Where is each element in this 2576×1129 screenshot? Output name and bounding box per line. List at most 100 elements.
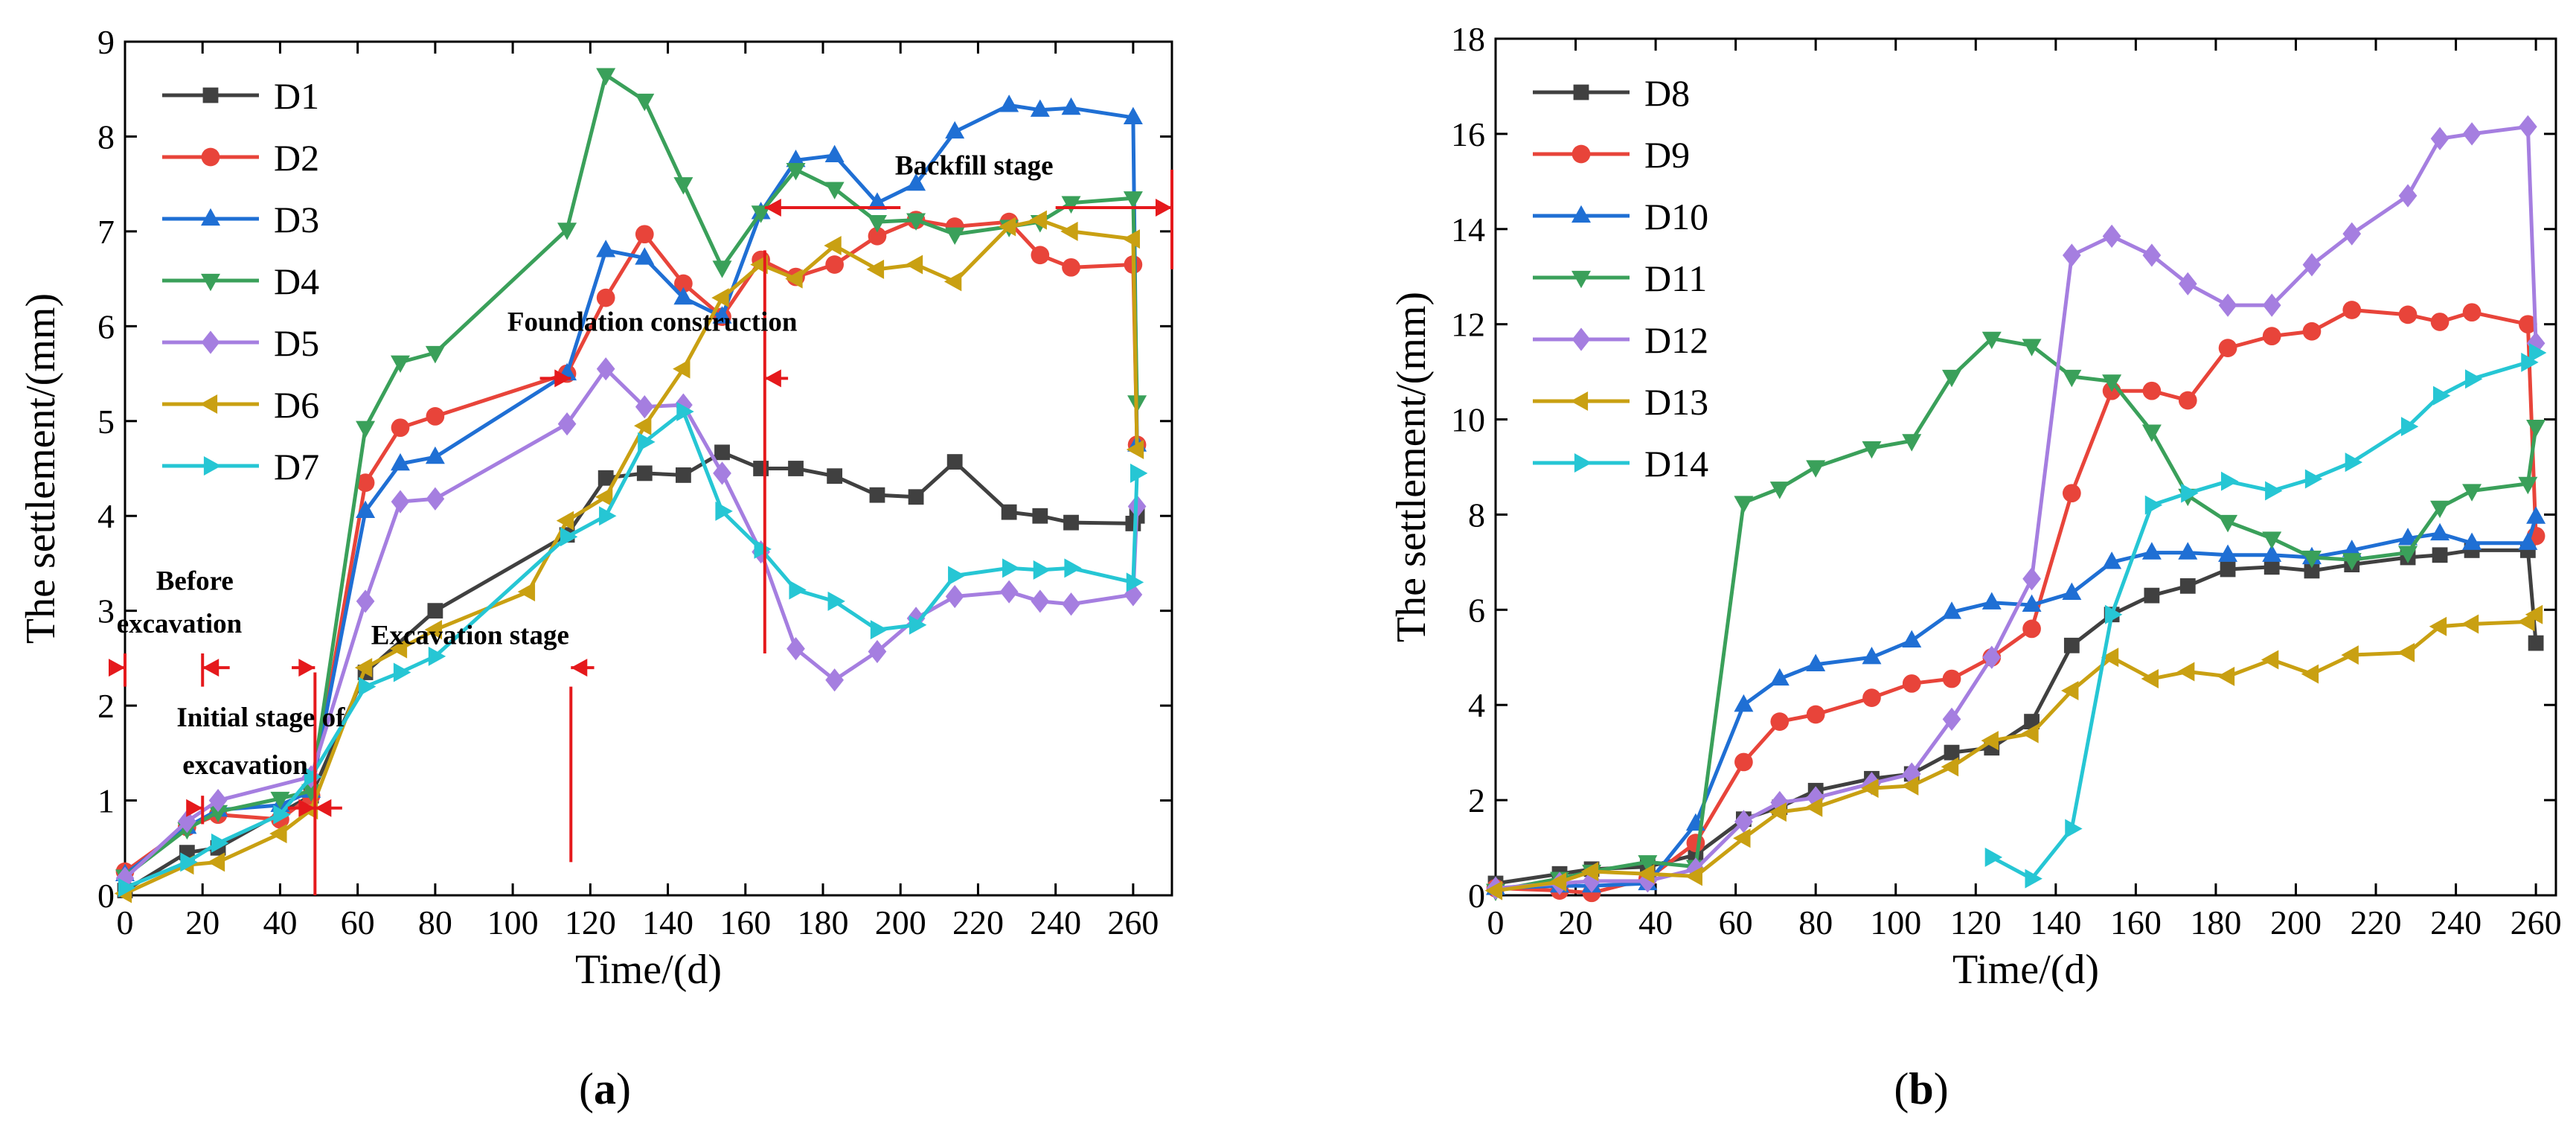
data-point-D2 [356, 473, 375, 492]
data-point-D5 [906, 607, 926, 630]
y-tick-label: 7 [97, 213, 115, 251]
legend: D1 D2 D3 D4 D5 D6 D7 [162, 75, 319, 487]
data-point-D3 [867, 192, 887, 210]
data-point-D11 [2342, 553, 2362, 571]
data-point-D1 [1032, 508, 1048, 524]
stage-annotations: Before excavation Initial stage of excavati… [109, 150, 1173, 895]
data-point-D13 [2261, 650, 2279, 670]
data-point-D14 [2105, 604, 2123, 624]
data-point-D3 [635, 247, 655, 265]
data-point-D7 [715, 501, 733, 521]
stage-arrow-head [764, 369, 781, 388]
legend-marker-D9 [1571, 144, 1591, 164]
data-point-D10 [2342, 540, 2362, 557]
data-point-D8 [2144, 587, 2160, 604]
data-point-D12 [2262, 293, 2281, 317]
data-point-D9 [2342, 301, 2362, 319]
data-point-D13 [2176, 662, 2195, 682]
data-point-D3 [390, 452, 410, 471]
series-D13 [1484, 604, 2543, 901]
legend-marker-D2 [201, 147, 220, 167]
data-point-D7 [909, 615, 927, 635]
data-point-D9 [2519, 315, 2537, 334]
data-point-D4 [824, 182, 845, 199]
data-point-D7 [754, 539, 772, 559]
stage-annotation-text: Before [156, 566, 234, 597]
data-point-D1 [676, 467, 691, 483]
data-point-D5 [1124, 583, 1143, 607]
data-point-D10 [2102, 551, 2122, 569]
y-tick-label: 8 [1468, 496, 1485, 534]
data-point-D5 [825, 668, 844, 692]
stage-arrow-head [554, 369, 571, 388]
panel-label-b: (b) [1894, 1064, 1948, 1113]
data-point-D1 [597, 470, 614, 486]
x-tick-label: 160 [2110, 903, 2162, 941]
legend-marker-D10 [1571, 205, 1591, 223]
data-point-D1 [827, 468, 843, 484]
series-D1 [117, 444, 1145, 899]
legend-label-D7: D7 [274, 446, 319, 487]
data-point-D5 [356, 589, 375, 613]
stage-arrow-head [1156, 199, 1172, 217]
data-point-D13 [2061, 681, 2079, 701]
series-D5 [115, 357, 1147, 890]
data-point-D5 [596, 357, 615, 381]
data-point-D4 [1061, 196, 1081, 214]
data-point-D13 [1548, 872, 1567, 892]
data-point-D14 [2025, 869, 2042, 889]
y-tick-label: 3 [97, 592, 115, 630]
data-point-D1 [427, 603, 443, 619]
data-point-D7 [304, 767, 322, 787]
data-point-D4 [906, 213, 926, 231]
data-point-D8 [1944, 744, 1960, 761]
plot-frame [1494, 37, 2557, 897]
data-point-D9 [1942, 669, 1961, 688]
x-tick-label: 20 [1559, 903, 1593, 941]
data-point-D7 [1064, 558, 1082, 578]
data-point-D4 [786, 162, 806, 181]
data-point-D9 [1862, 688, 1881, 707]
data-point-D3 [596, 240, 616, 258]
data-point-D4 [1123, 191, 1143, 209]
legend-label-D14: D14 [1644, 443, 1708, 484]
x-tick-label: 140 [2030, 903, 2081, 941]
data-point-D4 [867, 215, 887, 233]
y-tick-label: 14 [1451, 211, 1485, 249]
stage-arrow-head [202, 659, 220, 677]
data-point-D11 [2301, 550, 2322, 569]
data-point-D5 [635, 395, 654, 419]
plot-frame [124, 40, 1173, 897]
data-point-D14 [2529, 343, 2547, 363]
data-point-D10 [2141, 542, 2162, 560]
data-point-D5 [1062, 592, 1080, 616]
data-point-D10 [1981, 592, 2002, 610]
data-point-D6 [517, 582, 536, 602]
data-point-D9 [1902, 674, 1921, 693]
data-point-D13 [2301, 664, 2319, 684]
data-point-D12 [1982, 645, 2002, 669]
y-tick-label: 18 [1451, 20, 1485, 58]
x-tick-label: 100 [487, 903, 539, 941]
x-tick-label: 120 [565, 903, 616, 941]
data-point-D4 [356, 420, 376, 438]
data-point-D10 [2462, 532, 2482, 550]
data-point-D4 [270, 791, 290, 810]
stage-annotation-text: Backfill stage [895, 150, 1054, 181]
x-tick-label: 60 [341, 903, 375, 941]
data-point-D8 [2179, 578, 2196, 594]
data-point-D11 [1638, 855, 1658, 873]
y-tick-label: 0 [1468, 877, 1485, 915]
data-point-D2 [1062, 258, 1080, 277]
data-point-D11 [2430, 500, 2450, 519]
data-point-D5 [786, 637, 805, 661]
data-point-D2 [868, 226, 887, 246]
y-tick-label: 2 [1468, 781, 1485, 819]
data-point-D1 [869, 487, 885, 503]
data-point-D3 [786, 150, 806, 167]
data-point-D10 [2062, 582, 2082, 601]
data-point-D9 [1806, 705, 1825, 724]
data-point-D6 [269, 824, 287, 844]
data-point-D9 [2302, 322, 2322, 341]
